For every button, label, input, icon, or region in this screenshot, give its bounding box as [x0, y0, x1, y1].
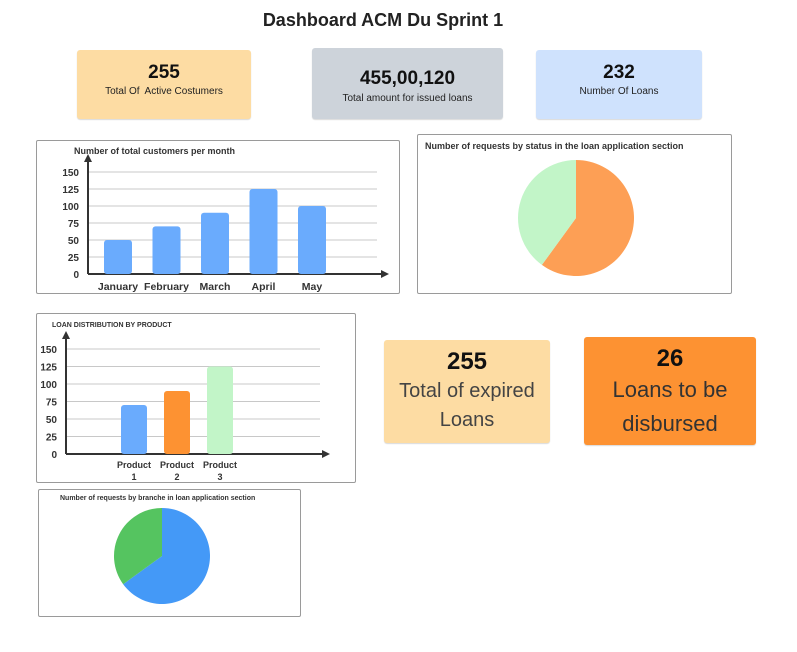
bar — [298, 206, 326, 274]
bar — [104, 240, 132, 274]
y-tick-label: 0 — [73, 270, 79, 281]
y-tick-label: 0 — [51, 450, 57, 461]
loan-distribution-chart: 0 25 50 75 100 125 150 Product 1 Product 2 Product 3 — [40, 331, 330, 482]
kpi-label-line1: Total of expired — [399, 380, 535, 402]
x-tick-label: 2 — [174, 472, 179, 482]
kpi-label: Number Of Loans — [579, 86, 659, 97]
kpi-loans-count: 232 Number Of Loans — [536, 50, 702, 119]
kpi-value: 255 — [148, 62, 180, 83]
y-tick-label: 125 — [62, 185, 79, 196]
y-tick-label: 100 — [40, 380, 57, 391]
chart-title: Number of requests by branche in loan ap… — [60, 495, 256, 502]
y-tick-label: 50 — [68, 236, 80, 247]
y-tick-label: 50 — [46, 415, 58, 426]
kpi-value: 232 — [603, 62, 635, 83]
requests-by-status-chart — [518, 160, 634, 276]
customers-per-month-chart: 0 25 50 75 100 125 150 January February March Apri… — [62, 154, 389, 293]
y-tick-label: 150 — [62, 168, 79, 179]
kpi-label-line2: Loans — [439, 409, 495, 431]
page-title: Dashboard ACM Du Sprint 1 — [262, 10, 504, 30]
x-axis-arrow — [322, 450, 330, 458]
y-tick-label: 100 — [62, 202, 79, 213]
kpi-issued-amount: 455,00,120 Total amount for issued loans — [312, 48, 503, 119]
bar — [249, 189, 278, 274]
kpi-expired-loans: 255 Total of expired Loans — [384, 340, 550, 443]
y-axis-arrow — [62, 331, 70, 339]
y-tick-label: 25 — [68, 253, 80, 264]
kpi-loans-to-disburse: 26 Loans to be disbursed — [584, 337, 756, 445]
x-tick-label: January — [98, 281, 138, 293]
x-tick-label: 3 — [217, 472, 222, 482]
y-tick-label: 125 — [40, 363, 57, 374]
y-tick-label: 150 — [40, 345, 57, 356]
chart-title: LOAN DISTRIBUTION BY PRODUCT — [52, 322, 172, 329]
pie-slice — [123, 508, 210, 604]
pie-slice — [114, 508, 162, 585]
x-tick-label: February — [144, 281, 189, 293]
customers-per-month-panel: Number of total customers per month 0 25 5… — [36, 140, 400, 294]
x-tick-label: May — [302, 281, 323, 293]
y-tick-label: 25 — [46, 433, 58, 444]
requests-by-branch-chart — [114, 508, 210, 604]
y-tick-label: 75 — [68, 219, 80, 230]
bar — [201, 212, 229, 274]
x-tick-label: Product — [203, 460, 237, 470]
kpi-label-line2: disbursed — [622, 411, 718, 436]
kpi-label: Total Of Active Costumers — [105, 86, 223, 97]
requests-by-status-panel: Number of requests by status in the loan… — [417, 134, 732, 294]
kpi-value: 455,00,120 — [359, 68, 456, 89]
kpi-value: 255 — [446, 348, 488, 375]
x-tick-label: Product — [160, 460, 194, 470]
y-axis-arrow — [84, 154, 92, 162]
x-tick-label: April — [252, 281, 276, 293]
kpi-value: 26 — [656, 345, 684, 372]
kpi-label: Total amount for issued loans — [342, 93, 473, 104]
x-axis-arrow — [381, 270, 389, 278]
pie-slice — [518, 160, 576, 265]
x-tick-label: 1 — [131, 472, 136, 482]
x-tick-label: March — [200, 281, 231, 293]
chart-title: Number of requests by status in the loan… — [425, 141, 684, 151]
requests-by-branch-panel: Number of requests by branche in loan ap… — [38, 489, 301, 617]
bar — [121, 405, 147, 454]
kpi-active-customers: 255 Total Of Active Costumers — [77, 50, 251, 119]
bar — [152, 226, 181, 274]
y-tick-label: 75 — [46, 398, 58, 409]
pie-slice — [541, 160, 634, 276]
x-tick-label: Product — [117, 460, 151, 470]
loan-distribution-panel: LOAN DISTRIBUTION BY PRODUCT 0 25 50 75 100 1… — [36, 313, 356, 483]
bar — [164, 391, 190, 454]
bar — [207, 366, 233, 454]
chart-title: Number of total customers per month — [74, 146, 236, 156]
kpi-label-line1: Loans to be — [612, 377, 728, 402]
